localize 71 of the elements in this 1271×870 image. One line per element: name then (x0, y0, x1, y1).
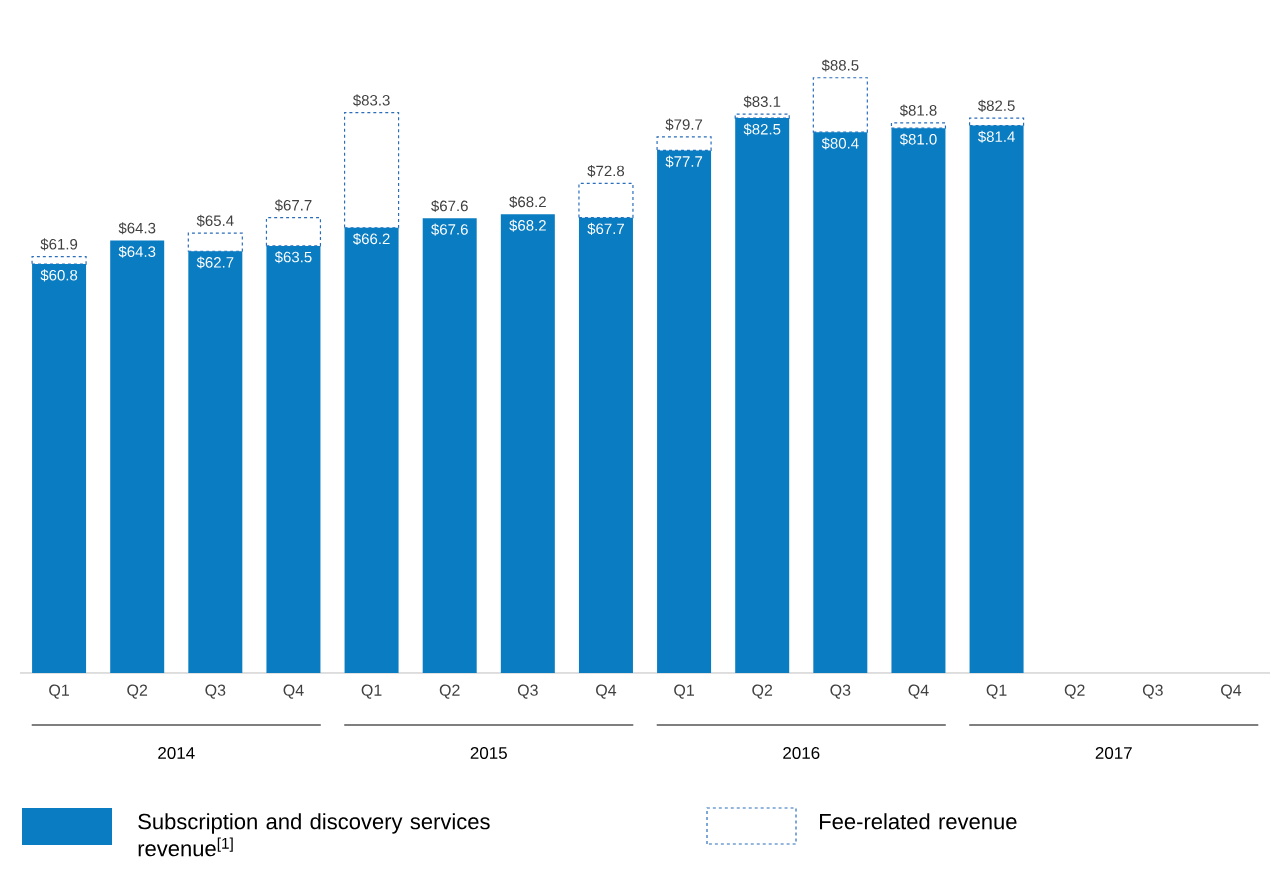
legend-label: Fee-related revenue (820, 813, 1017, 830)
total-label: $82.5 (977, 99, 1015, 112)
x-tick-label: Q4 (283, 684, 304, 699)
bar (891, 128, 946, 673)
bar (265, 217, 322, 247)
data-label: $81.0 (899, 133, 937, 146)
x-tick-label: Q4 (908, 684, 929, 699)
data-label: $68.2 (509, 219, 546, 232)
data-label: $82.5 (743, 123, 781, 136)
data-label: $67.7 (587, 222, 624, 235)
x-tick-label: Q2 (752, 684, 773, 699)
x-tick-label: Q2 (439, 684, 460, 699)
bar (812, 77, 868, 133)
total-label: $61.9 (40, 238, 78, 251)
data-label: $64.3 (118, 245, 156, 258)
data-label: $81.4 (977, 130, 1015, 143)
bar (266, 245, 321, 673)
data-label: $66.2 (352, 232, 390, 246)
x-tick-label: Q4 (1221, 684, 1242, 699)
total-label: $79.7 (665, 118, 703, 131)
x-tick-label: Q2 (127, 684, 148, 699)
data-label: $62.7 (196, 256, 234, 269)
bar (344, 227, 399, 673)
bar (578, 182, 634, 219)
total-label: $83.3 (352, 94, 390, 107)
text: 2015 (470, 746, 507, 760)
bar (188, 251, 243, 673)
x-tick-label: Q3 (205, 684, 226, 699)
x-tick-label: Q1 (986, 684, 1007, 699)
total-label: $67.7 (274, 199, 312, 212)
bar (343, 112, 400, 229)
total-label: $68.2 (509, 195, 546, 209)
bar (735, 118, 790, 673)
bar (31, 256, 87, 265)
bar (656, 136, 712, 151)
data-label: $77.7 (665, 155, 703, 168)
text: 2016 (783, 746, 820, 760)
x-tick-label: Q1 (49, 684, 69, 699)
total-label: $81.8 (899, 104, 937, 117)
bar (813, 132, 868, 673)
total-label: $65.4 (196, 214, 234, 227)
bar (734, 113, 790, 119)
x-tick-label: Q2 (1064, 684, 1085, 699)
bar (110, 240, 165, 673)
total-label: $83.1 (743, 95, 781, 108)
x-tick-label: Q1 (674, 684, 694, 699)
bar (500, 214, 555, 673)
data-label: $80.4 (821, 137, 859, 150)
bar (32, 264, 87, 673)
text: 2017 (1095, 746, 1132, 760)
total-label: $67.6 (431, 199, 468, 213)
legend-label: Subscription and discovery services revenue$^{[1]}$ (138, 813, 490, 857)
total-label: $72.8 (587, 164, 625, 178)
bar (578, 217, 633, 673)
total-label: $64.3 (118, 222, 156, 235)
bar (422, 218, 477, 673)
text: 2014 (158, 746, 195, 760)
bar (657, 150, 712, 673)
bar (969, 125, 1024, 673)
x-tick-label: Q3 (517, 684, 538, 699)
x-tick-label: Q1 (361, 684, 382, 699)
x-tick-label: Q4 (596, 684, 617, 699)
x-tick-label: Q3 (830, 684, 851, 699)
bar (187, 232, 243, 252)
data-label: $63.5 (274, 251, 312, 264)
data-label: $60.8 (40, 269, 78, 282)
total-label: $88.5 (821, 59, 859, 72)
bar (890, 122, 947, 129)
data-label: $67.6 (431, 223, 468, 236)
x-tick-label: Q3 (1142, 684, 1163, 699)
bar (968, 117, 1025, 127)
